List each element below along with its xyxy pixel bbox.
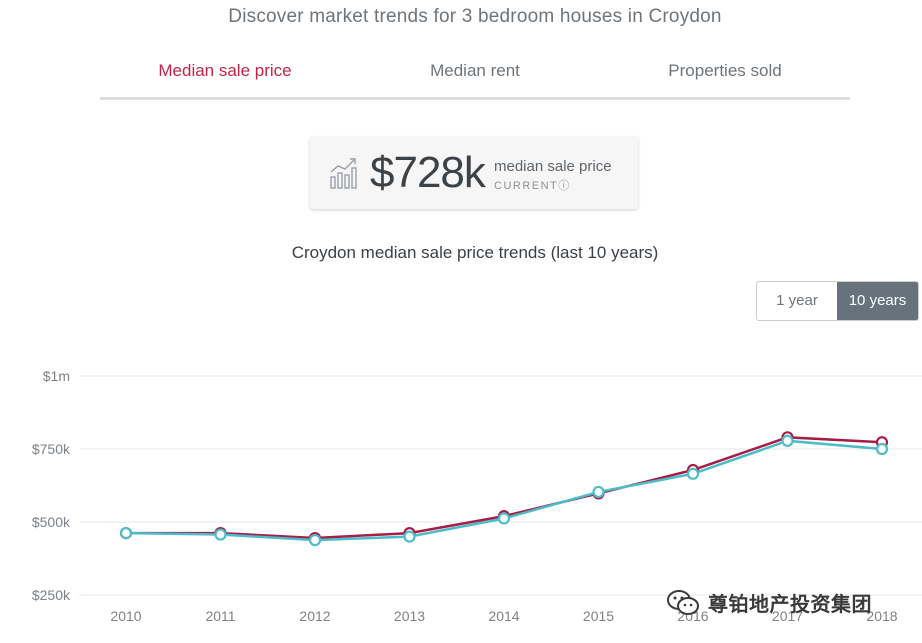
data-point — [214, 528, 227, 541]
data-point — [497, 512, 511, 525]
current-label: CURRENT — [494, 180, 559, 192]
tab-median-rent[interactable]: Median rent — [430, 61, 520, 80]
x-tick-label: 2017 — [772, 608, 803, 624]
median-price-label: median sale price — [494, 158, 612, 175]
tab-median-sale-price[interactable]: Median sale price — [100, 58, 350, 100]
current-label-row: CURRENTⓘ — [494, 177, 571, 193]
info-icon[interactable]: ⓘ — [558, 180, 571, 192]
metric-tabs: Median sale price Median rent Properties… — [100, 58, 850, 100]
data-point — [308, 534, 322, 547]
watermark-text: 尊铂地产投资集团 — [708, 594, 872, 616]
range-toggle: 1 year 10 years — [756, 281, 919, 321]
x-tick-label: 2014 — [488, 608, 519, 624]
data-point — [119, 526, 133, 540]
data-point — [592, 485, 605, 499]
x-tick-label: 2010 — [110, 608, 141, 624]
median-price-card: $728k median sale price CURRENTⓘ — [310, 137, 638, 209]
tab-properties-sold[interactable]: Properties sold — [668, 61, 782, 80]
price-trend-chart: $1m $750k $500k $250k 2010 2011 2012 2013 2014 20… — [32, 368, 922, 624]
data-point — [875, 442, 889, 456]
series-line — [125, 439, 883, 542]
y-tick-label: $1m — [43, 368, 70, 384]
x-tick-label: 2012 — [299, 608, 330, 624]
range-1-year-button[interactable]: 1 year — [757, 282, 837, 320]
median-price-value: $728k — [370, 148, 486, 197]
page-headline: Discover market trends for 3 bedroom hou… — [228, 6, 722, 27]
chart-title: Croydon median sale price trends (last 1… — [291, 243, 659, 262]
data-point — [781, 434, 794, 447]
data-point — [403, 530, 416, 543]
line-chart-icon — [329, 157, 359, 194]
y-tick-label: $750k — [32, 441, 71, 457]
wechat-icon — [667, 589, 699, 615]
watermark: 尊铂地产投资集团 — [666, 588, 872, 617]
x-tick-label: 2015 — [583, 608, 614, 624]
data-point — [686, 467, 700, 480]
range-10-years-button[interactable]: 10 years — [837, 282, 918, 320]
y-tick-label: $500k — [32, 514, 71, 530]
x-tick-label: 2018 — [866, 608, 897, 624]
x-tick-label: 2013 — [394, 608, 425, 624]
x-tick-label: 2011 — [205, 608, 235, 624]
tab-underline — [100, 97, 850, 100]
y-tick-label: $250k — [32, 587, 71, 603]
